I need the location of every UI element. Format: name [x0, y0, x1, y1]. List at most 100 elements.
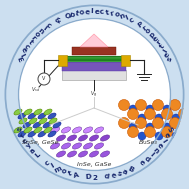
Text: SnSe, GeSe: SnSe, GeSe [22, 140, 58, 145]
Circle shape [146, 105, 154, 113]
Text: r: r [30, 35, 37, 42]
Circle shape [155, 132, 163, 140]
Ellipse shape [61, 143, 71, 149]
Text: e: e [156, 142, 164, 149]
Text: r: r [19, 132, 26, 138]
Text: o: o [79, 9, 85, 16]
Text: s: s [116, 170, 122, 177]
Text: p: p [148, 31, 156, 39]
Circle shape [5, 5, 184, 184]
Text: m: m [53, 165, 63, 174]
Text: i: i [149, 152, 154, 158]
Ellipse shape [50, 127, 60, 133]
Ellipse shape [44, 127, 52, 133]
Circle shape [146, 123, 154, 131]
Ellipse shape [48, 113, 56, 119]
Text: e: e [164, 51, 171, 58]
Text: p: p [69, 11, 75, 18]
Text: s: s [16, 126, 23, 133]
Ellipse shape [49, 118, 57, 124]
Ellipse shape [39, 118, 47, 124]
Ellipse shape [18, 131, 26, 137]
Ellipse shape [83, 127, 93, 133]
Circle shape [145, 108, 156, 119]
Circle shape [163, 123, 171, 131]
Circle shape [170, 118, 180, 129]
Text: e: e [20, 47, 28, 54]
Text: e: e [94, 9, 100, 15]
Circle shape [119, 99, 129, 111]
Ellipse shape [44, 109, 52, 115]
FancyBboxPatch shape [72, 47, 116, 55]
Circle shape [136, 118, 146, 129]
Text: Bi₂Se₃: Bi₂Se₃ [139, 140, 157, 145]
Text: r: r [141, 25, 148, 32]
Ellipse shape [18, 113, 26, 119]
Text: i: i [50, 163, 55, 169]
Ellipse shape [19, 118, 27, 124]
Text: D: D [85, 174, 91, 180]
FancyBboxPatch shape [66, 59, 122, 60]
Ellipse shape [23, 122, 31, 128]
Text: t: t [159, 43, 166, 49]
Text: r: r [110, 10, 115, 17]
Circle shape [172, 132, 180, 140]
Text: a: a [29, 147, 37, 154]
Text: e: e [110, 172, 116, 179]
Text: $V_g$: $V_g$ [90, 90, 98, 100]
FancyBboxPatch shape [66, 56, 122, 57]
Ellipse shape [67, 151, 77, 157]
Ellipse shape [28, 131, 36, 137]
Circle shape [161, 108, 173, 119]
Text: 2: 2 [92, 174, 97, 180]
Circle shape [129, 105, 137, 113]
Text: a: a [122, 168, 129, 175]
Text: l: l [160, 138, 167, 143]
Ellipse shape [48, 131, 56, 137]
Text: e: e [138, 159, 145, 167]
Ellipse shape [78, 151, 88, 157]
Ellipse shape [38, 113, 46, 119]
Circle shape [153, 99, 163, 111]
Text: L: L [34, 151, 41, 159]
Text: y: y [25, 142, 33, 149]
Circle shape [138, 114, 146, 122]
Text: n: n [119, 12, 125, 20]
Ellipse shape [43, 122, 51, 128]
Ellipse shape [33, 122, 41, 128]
Ellipse shape [50, 143, 60, 149]
Ellipse shape [94, 127, 104, 133]
Text: r: r [156, 39, 162, 46]
Text: O: O [63, 12, 71, 20]
Text: B: B [127, 165, 135, 173]
Ellipse shape [34, 127, 42, 133]
Ellipse shape [34, 109, 42, 115]
Ellipse shape [38, 131, 46, 137]
Ellipse shape [14, 109, 22, 115]
Ellipse shape [72, 143, 82, 149]
Text: c: c [23, 43, 31, 50]
Text: e: e [84, 9, 90, 15]
Text: e: e [152, 35, 160, 42]
Text: InSe, GaSe: InSe, GaSe [77, 162, 111, 167]
Ellipse shape [61, 127, 71, 133]
Text: V: V [42, 77, 46, 81]
Text: E: E [15, 56, 23, 63]
Text: n: n [37, 27, 45, 35]
Ellipse shape [28, 113, 36, 119]
Text: i: i [124, 15, 129, 21]
Text: c: c [44, 159, 51, 167]
Text: &: & [53, 16, 62, 24]
Text: t: t [74, 10, 79, 17]
Circle shape [161, 126, 173, 138]
Ellipse shape [56, 135, 66, 141]
Text: t: t [105, 9, 109, 16]
Text: i: i [42, 25, 47, 31]
Text: l: l [91, 9, 93, 15]
Text: o: o [145, 27, 152, 35]
Circle shape [163, 105, 171, 113]
Text: S: S [166, 126, 174, 133]
Text: $V_{sd}$: $V_{sd}$ [31, 86, 41, 94]
Text: l: l [18, 52, 25, 57]
FancyBboxPatch shape [66, 58, 122, 59]
